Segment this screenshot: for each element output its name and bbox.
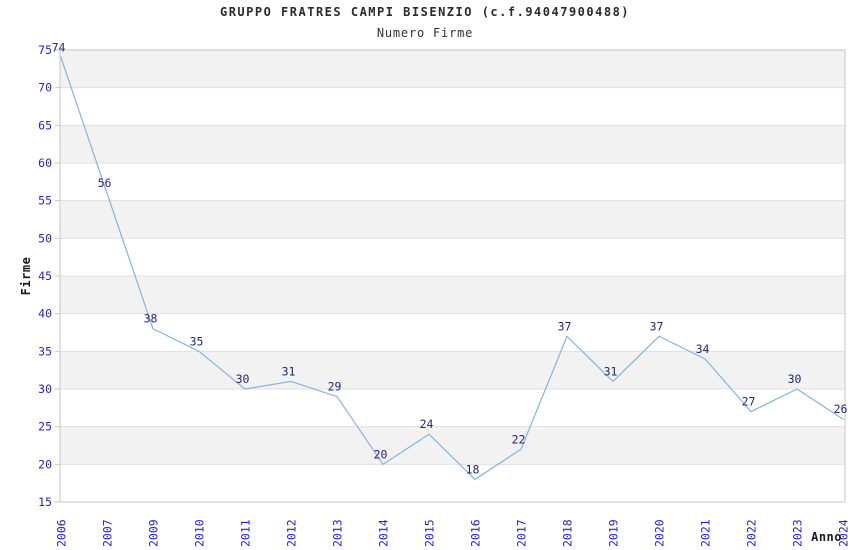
y-tick-label: 65 xyxy=(38,118,52,132)
data-point-label: 37 xyxy=(558,319,572,333)
x-tick-label: 2012 xyxy=(285,519,299,547)
plot-band xyxy=(60,351,845,389)
data-point-label: 31 xyxy=(282,364,296,378)
data-point-label: 24 xyxy=(420,417,434,431)
data-point-label: 56 xyxy=(98,176,112,190)
y-tick-label: 50 xyxy=(38,231,52,245)
plot-band xyxy=(60,125,845,163)
y-tick-label: 75 xyxy=(38,43,52,57)
x-tick-label: 2013 xyxy=(331,519,345,547)
x-tick-label: 2009 xyxy=(147,519,161,547)
data-point-label: 18 xyxy=(466,462,480,476)
y-tick-label: 15 xyxy=(38,495,52,509)
data-point-label: 31 xyxy=(604,364,618,378)
data-point-label: 20 xyxy=(374,447,388,461)
y-tick-label: 20 xyxy=(38,457,52,471)
y-tick-label: 45 xyxy=(38,269,52,283)
data-point-label: 34 xyxy=(696,342,710,356)
data-line xyxy=(60,56,844,480)
plot-band xyxy=(60,426,845,465)
x-tick-label: 2015 xyxy=(423,519,437,547)
y-tick-label: 40 xyxy=(38,307,52,321)
y-tick-label: 55 xyxy=(38,194,52,208)
x-axis-title: Anno xyxy=(811,530,842,544)
data-point-label: 29 xyxy=(328,380,342,394)
data-point-label: 74 xyxy=(52,41,66,55)
x-tick-label: 2006 xyxy=(55,519,69,547)
data-point-label: 30 xyxy=(236,372,250,386)
x-tick-label: 2024 xyxy=(837,519,850,547)
x-tick-label: 2022 xyxy=(745,519,759,547)
x-tick-label: 2023 xyxy=(791,519,805,547)
chart-title: GRUPPO FRATRES CAMPI BISENZIO (c.f.94047… xyxy=(219,5,631,19)
x-tick-label: 2007 xyxy=(101,519,115,547)
plot-band xyxy=(60,50,845,88)
data-point-label: 26 xyxy=(834,402,848,416)
y-tick-label: 25 xyxy=(38,420,52,434)
x-tick-label: 2020 xyxy=(653,519,667,547)
plot-band xyxy=(60,276,845,314)
y-axis-title: Firme xyxy=(19,256,33,296)
x-tick-label: 2010 xyxy=(193,519,207,547)
y-tick-label: 70 xyxy=(38,81,52,95)
chart-subtitle: Numero Firme xyxy=(376,26,474,40)
x-tick-label: 2021 xyxy=(699,519,713,547)
x-tick-label: 2019 xyxy=(607,519,621,547)
x-tick-label: 2018 xyxy=(561,519,575,547)
data-point-label: 38 xyxy=(144,312,158,326)
x-tick-label: 2016 xyxy=(469,519,483,547)
x-tick-label: 2011 xyxy=(239,519,253,547)
data-point-label: 27 xyxy=(742,395,756,409)
data-point-label: 35 xyxy=(190,334,204,348)
plot-band xyxy=(60,200,845,239)
data-point-label: 22 xyxy=(512,432,526,446)
data-point-label: 30 xyxy=(788,372,802,386)
y-tick-label: 35 xyxy=(38,344,52,358)
x-tick-label: 2014 xyxy=(377,519,391,547)
y-tick-label: 60 xyxy=(38,156,52,170)
data-point-label: 37 xyxy=(650,319,664,333)
x-tick-label: 2017 xyxy=(515,519,529,547)
y-tick-label: 30 xyxy=(38,382,52,396)
